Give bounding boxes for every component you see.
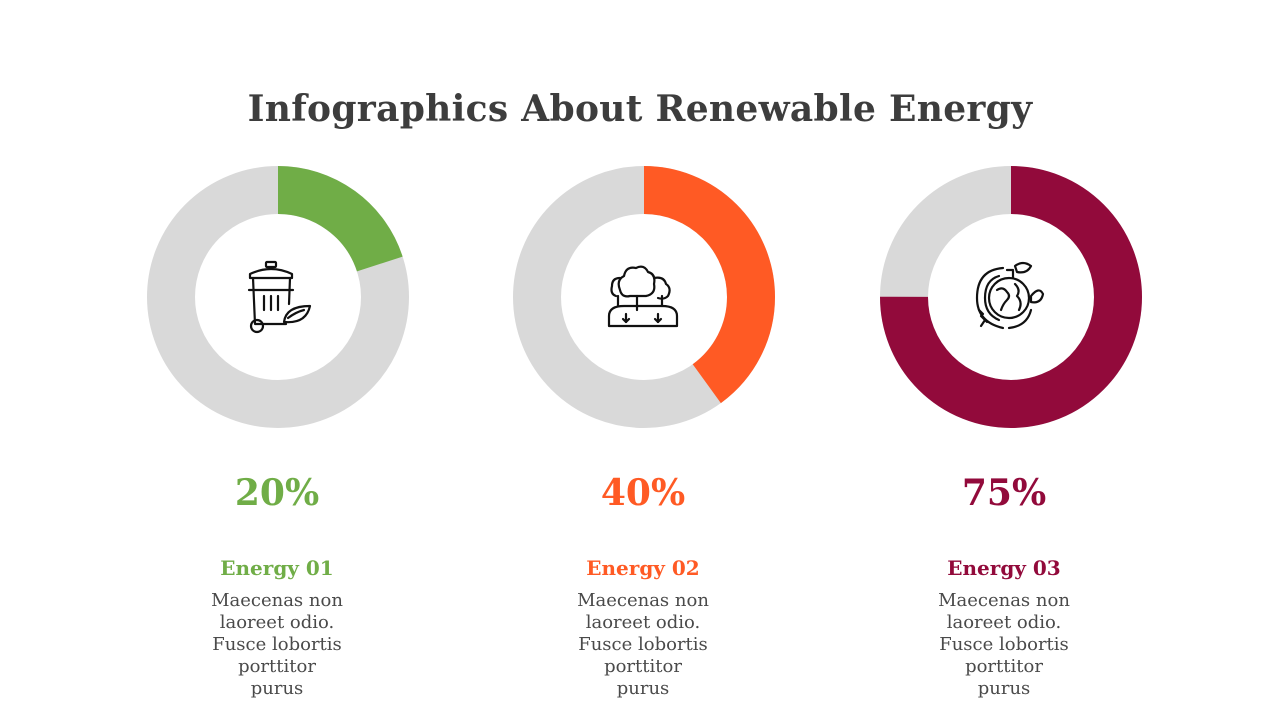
desc-line: Fusce lobortis porttitor	[578, 634, 708, 677]
energy-label: Energy 01	[220, 556, 334, 580]
trees-landscape-icon	[606, 260, 680, 334]
earth-plug-leaf-icon	[971, 260, 1045, 334]
energy-description: Maecenas non laoreet odio. Fusce loborti…	[543, 590, 743, 700]
percentage-value: 20%	[234, 472, 320, 514]
energy-description: Maecenas non laoreet odio. Fusce loborti…	[177, 590, 377, 700]
percentage-value: 75%	[961, 472, 1047, 514]
desc-line: Fusce lobortis porttitor	[939, 634, 1069, 677]
donut-chart-1	[147, 166, 409, 428]
donut-chart-2	[513, 166, 775, 428]
desc-line: purus	[616, 678, 670, 699]
desc-line: Fusce lobortis porttitor	[212, 634, 342, 677]
desc-line: Maecenas non laoreet odio.	[577, 590, 709, 633]
desc-line: Maecenas non laoreet odio.	[211, 590, 343, 633]
donut-value-arc	[147, 166, 409, 428]
percentage-value: 40%	[600, 472, 686, 514]
page-title: Infographics About Renewable Energy	[247, 88, 1033, 130]
energy-label: Energy 03	[947, 556, 1061, 580]
energy-label: Energy 02	[586, 556, 700, 580]
donut-chart-3	[880, 166, 1142, 428]
donut-value-arc	[880, 166, 1142, 428]
recycle-bin-leaf-icon	[240, 260, 314, 334]
desc-line: purus	[977, 678, 1031, 699]
desc-line: purus	[250, 678, 304, 699]
energy-description: Maecenas non laoreet odio. Fusce loborti…	[904, 590, 1104, 700]
desc-line: Maecenas non laoreet odio.	[938, 590, 1070, 633]
donut-value-arc	[513, 166, 775, 428]
